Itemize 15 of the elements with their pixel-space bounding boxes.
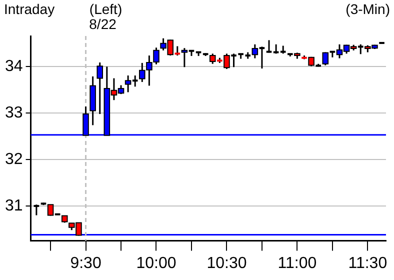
- y-tick-label: 33: [5, 104, 23, 122]
- chart-subtitle: (3-Min): [346, 0, 390, 17]
- y-tick-label: 31: [5, 197, 23, 214]
- x-tick-label: 9:30: [70, 254, 102, 272]
- y-tick-label: 32: [5, 150, 23, 168]
- x-tick-label: 10:30: [206, 254, 247, 272]
- candlestick: [265, 39, 273, 54]
- x-tick-label: 11:30: [348, 254, 388, 272]
- x-tick-label: 10:00: [136, 254, 176, 272]
- ref-line-label: (Left) 8/22: [89, 0, 122, 32]
- x-tick-label: 11:00: [278, 254, 317, 272]
- chart-title: Intraday: [4, 0, 55, 17]
- candlestick: [32, 204, 40, 216]
- y-tick-label: 34: [5, 58, 23, 76]
- candlestick: [272, 44, 280, 54]
